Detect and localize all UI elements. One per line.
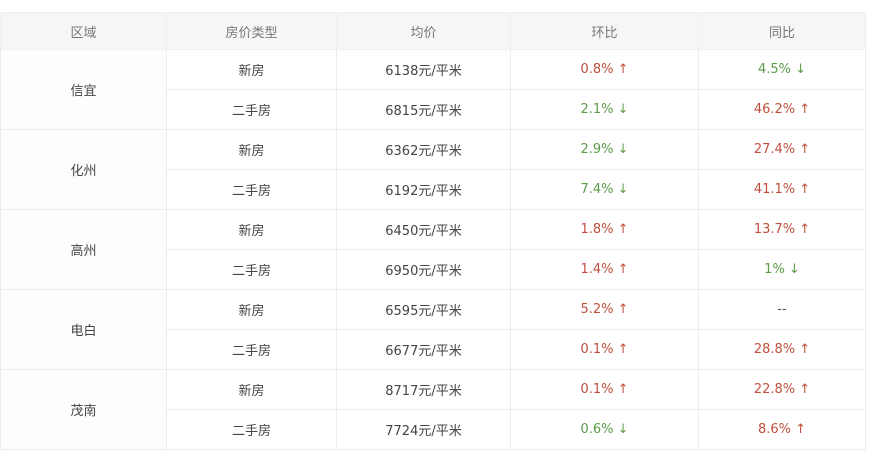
yoy-cell: 4.5% ↓ [698,49,866,90]
table-row: 高州 新房 6450元/平米 1.8% ↑ 13.7% ↑ [0,209,866,290]
table-row: 二手房 6192元/平米 7.4% ↓ 41.1% ↑ [1,169,866,210]
type-cell: 二手房 [166,249,337,290]
header-price: 均价 [336,12,511,50]
mom-cell: 0.1% ↑ [510,369,699,410]
price-cell: 6950元/平米 [336,249,511,290]
header-row: 区域 房价类型 均价 环比 同比 [0,12,866,50]
type-cell: 二手房 [166,169,337,210]
mom-cell: 0.6% ↓ [510,409,699,450]
header-yoy: 同比 [698,12,866,50]
mom-cell: 0.8% ↑ [510,49,699,90]
yoy-cell: 27.4% ↑ [698,129,866,170]
type-cell: 新房 [166,369,337,410]
mom-cell: 1.8% ↑ [510,209,699,250]
header-type: 房价类型 [166,12,337,50]
yoy-cell: 1% ↓ [698,249,866,290]
table-body: 信宜 新房 6138元/平米 0.8% ↑ 4.5% ↓ 二手房 6815元/平米 2.1% … [0,49,866,450]
yoy-cell: -- [698,289,866,330]
type-cell: 新房 [166,129,337,170]
yoy-cell: 8.6% ↑ [698,409,866,450]
table-row: 二手房 6950元/平米 1.4% ↑ 1% ↓ [1,249,866,290]
region-cell: 电白 [0,289,167,370]
region-cell: 高州 [0,209,167,290]
price-table: 区域 房价类型 均价 环比 同比 信宜 新房 6138元/平米 0.8% ↑ 4.5% … [0,12,866,450]
yoy-cell: 41.1% ↑ [698,169,866,210]
price-cell: 6815元/平米 [336,89,511,130]
mom-cell: 2.1% ↓ [510,89,699,130]
table-row: 二手房 7724元/平米 0.6% ↓ 8.6% ↑ [1,409,866,450]
yoy-cell: 13.7% ↑ [698,209,866,250]
header-mom: 环比 [510,12,699,50]
price-cell: 6595元/平米 [336,289,511,330]
price-cell: 7724元/平米 [336,409,511,450]
table-row: 二手房 6677元/平米 0.1% ↑ 28.8% ↑ [1,329,866,370]
mom-cell: 0.1% ↑ [510,329,699,370]
mom-cell: 1.4% ↑ [510,249,699,290]
price-cell: 6677元/平米 [336,329,511,370]
price-cell: 8717元/平米 [336,369,511,410]
table-row: 茂南 新房 8717元/平米 0.1% ↑ 22.8% ↑ [0,369,866,450]
price-cell: 6362元/平米 [336,129,511,170]
type-cell: 二手房 [166,329,337,370]
region-cell: 信宜 [0,49,167,130]
yoy-cell: 22.8% ↑ [698,369,866,410]
header-region: 区域 [0,12,167,50]
mom-cell: 2.9% ↓ [510,129,699,170]
mom-cell: 5.2% ↑ [510,289,699,330]
price-cell: 6450元/平米 [336,209,511,250]
type-cell: 新房 [166,209,337,250]
table-row: 化州 新房 6362元/平米 2.9% ↓ 27.4% ↑ [0,129,866,210]
yoy-cell: 28.8% ↑ [698,329,866,370]
table-row: 电白 新房 6595元/平米 5.2% ↑ -- [0,289,866,370]
mom-cell: 7.4% ↓ [510,169,699,210]
table-row: 信宜 新房 6138元/平米 0.8% ↑ 4.5% ↓ [0,49,866,130]
price-cell: 6192元/平米 [336,169,511,210]
type-cell: 新房 [166,289,337,330]
region-cell: 茂南 [0,369,167,450]
type-cell: 二手房 [166,409,337,450]
region-cell: 化州 [0,129,167,210]
type-cell: 新房 [166,49,337,90]
yoy-cell: 46.2% ↑ [698,89,866,130]
price-cell: 6138元/平米 [336,49,511,90]
table-row: 二手房 6815元/平米 2.1% ↓ 46.2% ↑ [1,89,866,130]
type-cell: 二手房 [166,89,337,130]
